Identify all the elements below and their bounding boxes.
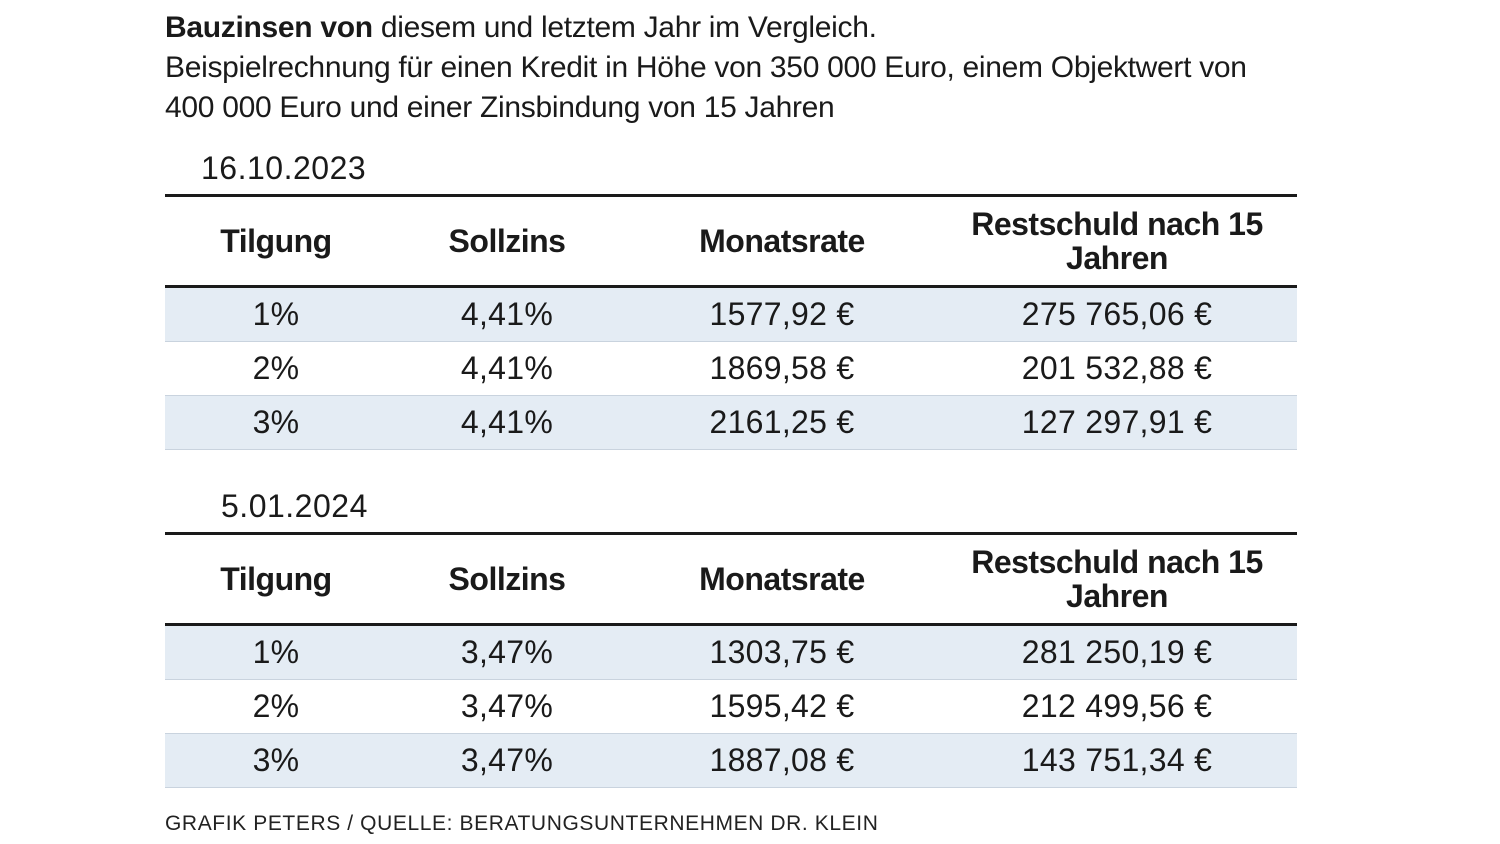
rates-table-2023: Tilgung Sollzins Monatsrate Restschuld n… <box>165 194 1297 450</box>
table-row: 3% 4,41% 2161,25 € 127 297,91 € <box>165 395 1297 450</box>
column-header-monatsrate: Monatsrate <box>699 561 865 597</box>
table-row: 3% 3,47% 1887,08 € 143 751,34 € <box>165 733 1297 788</box>
column-header-restschuld: Restschuld nach 15 Jahren <box>971 206 1263 276</box>
cell-restschuld: 201 532,88 € <box>937 341 1297 396</box>
table-row: 1% 3,47% 1303,75 € 281 250,19 € <box>165 624 1297 680</box>
cell-tilgung: 3% <box>165 733 387 788</box>
table-2-date: 5.01.2024 <box>221 488 368 524</box>
table-row: 2% 4,41% 1869,58 € 201 532,88 € <box>165 341 1297 396</box>
column-header-sollzins: Sollzins <box>448 561 566 597</box>
table-header-row: Tilgung Sollzins Monatsrate Restschuld n… <box>165 195 1297 287</box>
column-header-monatsrate: Monatsrate <box>699 223 865 259</box>
column-header-sollzins: Sollzins <box>448 223 566 259</box>
cell-monatsrate: 1303,75 € <box>627 624 937 680</box>
cell-sollzins: 4,41% <box>387 341 627 396</box>
table-row: 1% 4,41% 1577,92 € 275 765,06 € <box>165 286 1297 342</box>
table-1-date: 16.10.2023 <box>201 150 367 186</box>
cell-restschuld: 127 297,91 € <box>937 395 1297 450</box>
subtitle: Beispielrechnung für einen Kredit in Höh… <box>165 51 1247 124</box>
title-rest: diesem und letztem Jahr im Vergleich. <box>372 11 877 44</box>
cell-restschuld: 143 751,34 € <box>937 733 1297 788</box>
source-credit: GRAFIK PETERS / QUELLE: BERATUNGSUNTERNE… <box>165 812 879 835</box>
rates-table-2024: Tilgung Sollzins Monatsrate Restschuld n… <box>165 532 1297 788</box>
cell-sollzins: 4,41% <box>387 395 627 450</box>
column-header-restschuld: Restschuld nach 15 Jahren <box>971 544 1263 614</box>
cell-tilgung: 3% <box>165 395 387 450</box>
cell-monatsrate: 1887,08 € <box>627 733 937 788</box>
cell-monatsrate: 1869,58 € <box>627 341 937 396</box>
cell-sollzins: 3,47% <box>387 624 627 680</box>
cell-restschuld: 275 765,06 € <box>937 286 1297 342</box>
cell-restschuld: 212 499,56 € <box>937 679 1297 734</box>
cell-sollzins: 3,47% <box>387 733 627 788</box>
table-row: 2% 3,47% 1595,42 € 212 499,56 € <box>165 679 1297 734</box>
title-bold: Bauzinsen von <box>165 11 373 44</box>
cell-tilgung: 2% <box>165 679 387 734</box>
cell-tilgung: 1% <box>165 286 387 342</box>
infographic: Bauzinsen von diesem und letztem Jahr im… <box>165 8 1297 836</box>
cell-restschuld: 281 250,19 € <box>937 624 1297 680</box>
column-header-tilgung: Tilgung <box>220 561 332 597</box>
table-header-row: Tilgung Sollzins Monatsrate Restschuld n… <box>165 533 1297 625</box>
cell-sollzins: 4,41% <box>387 286 627 342</box>
cell-tilgung: 2% <box>165 341 387 396</box>
cell-monatsrate: 2161,25 € <box>627 395 937 450</box>
page-title: Bauzinsen von diesem und letztem Jahr im… <box>165 8 1297 48</box>
column-header-tilgung: Tilgung <box>220 223 332 259</box>
cell-tilgung: 1% <box>165 624 387 680</box>
cell-sollzins: 3,47% <box>387 679 627 734</box>
cell-monatsrate: 1577,92 € <box>627 286 937 342</box>
cell-monatsrate: 1595,42 € <box>627 679 937 734</box>
